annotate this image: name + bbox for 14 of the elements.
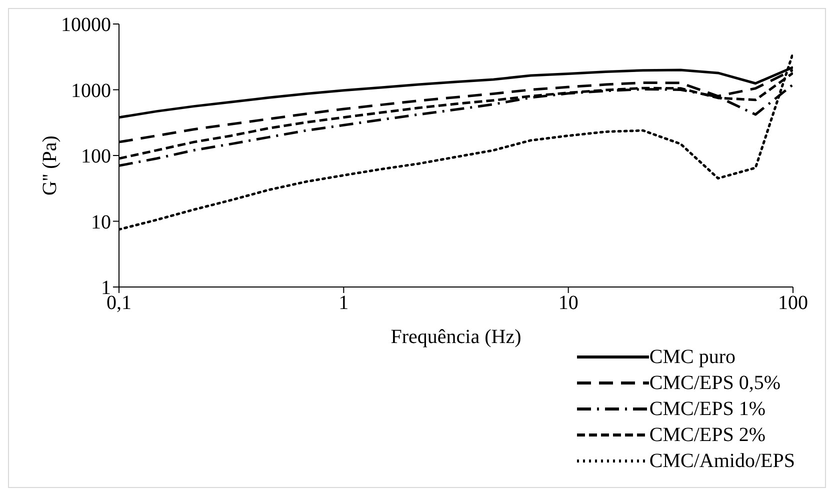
x-axis-title: Frequência (Hz)	[390, 326, 522, 348]
x-tick-label: 10	[558, 292, 578, 314]
legend-label: CMC puro	[649, 345, 736, 370]
y-tick-label: 10	[91, 211, 111, 234]
legend-label: CMC/Amido/EPS	[649, 449, 795, 474]
legend-label: CMC/EPS 2%	[649, 423, 766, 448]
y-tick-label: 100	[81, 146, 111, 168]
legend-label: CMC/EPS 0,5%	[649, 371, 781, 396]
x-tick-label: 100	[778, 292, 808, 314]
y-axis-title: G'' (Pa)	[39, 136, 62, 196]
legend-label: CMC/EPS 1%	[649, 397, 766, 422]
y-tick-label: 1000	[71, 80, 111, 102]
x-tick-label: 1	[338, 292, 349, 314]
y-tick-label: 10000	[61, 14, 111, 36]
